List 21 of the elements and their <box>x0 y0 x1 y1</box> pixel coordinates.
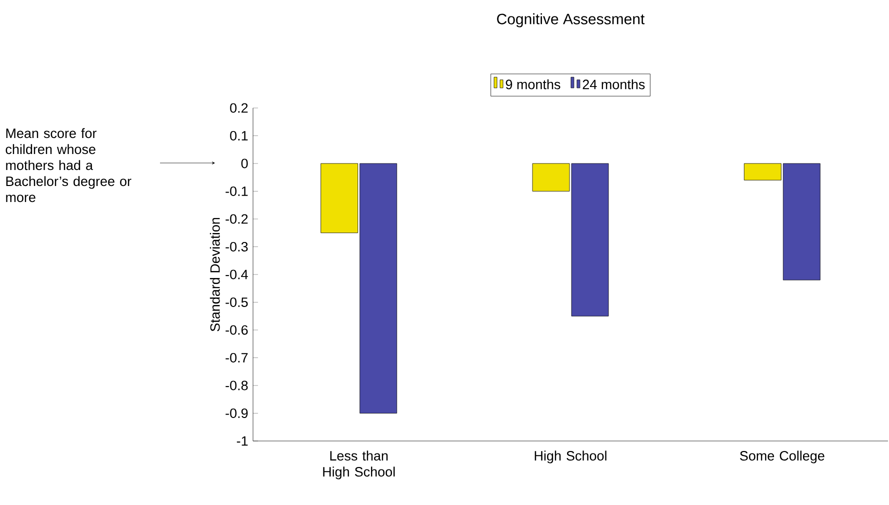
y-tick-label: 0.1 <box>230 130 248 141</box>
y-axis-title: Standard Deviation <box>210 218 220 332</box>
x-tick-label: Some College <box>740 450 824 464</box>
y-tick-label: -0.5 <box>226 297 248 308</box>
y-tick-label: -0.8 <box>226 380 248 390</box>
y-tick-label: -0.1 <box>226 186 248 196</box>
y-tick-label: -0.3 <box>226 242 248 252</box>
y-tick-label: 0 <box>241 158 248 168</box>
legend-label: 9 months <box>506 79 560 90</box>
x-tick-label: High School <box>534 450 606 464</box>
y-tick-label: -1 <box>236 436 248 446</box>
y-tick-label: 0.2 <box>230 103 248 113</box>
legend-label: 24 months <box>582 79 645 90</box>
chart-title: Cognitive Assessment <box>497 13 645 28</box>
y-tick-label: -0.9 <box>226 408 248 418</box>
y-tick-label: -0.2 <box>226 214 248 224</box>
y-tick-label: -0.6 <box>226 325 248 335</box>
text: Mean score for children whose mothers had a Bachelor’s degree or more <box>6 128 132 202</box>
x-tick-label: Less than High School <box>323 450 395 480</box>
y-tick-label: -0.4 <box>226 270 248 280</box>
y-tick-label: -0.7 <box>226 352 248 363</box>
